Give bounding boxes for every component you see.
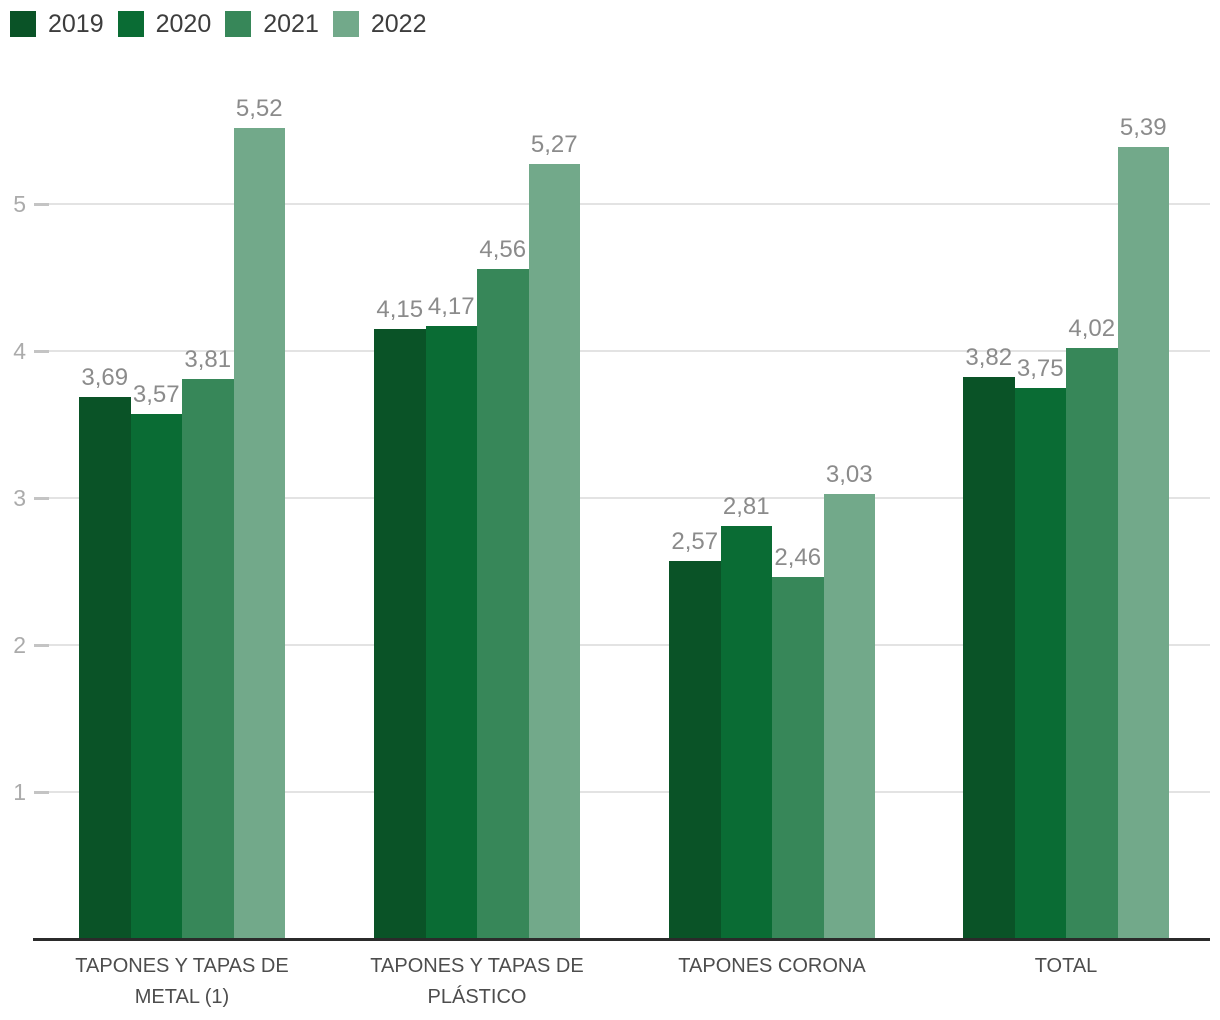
bar-value-label: 5,27 — [530, 131, 578, 159]
bar-value-label: 4,15 — [376, 295, 424, 323]
bar-2021 — [477, 268, 529, 939]
gridline — [34, 203, 1210, 205]
bar-value-label: 3,03 — [825, 460, 873, 488]
y-axis-label: 3 — [13, 485, 26, 511]
category-label-line: TAPONES CORONA — [678, 955, 866, 977]
chart-legend: 2019 2020 2021 2022 — [10, 11, 441, 37]
bar-2022 — [233, 127, 285, 939]
category-label-line: TAPONES Y TAPAS DE — [75, 955, 289, 977]
bar-value-label: 5,52 — [235, 94, 283, 122]
bar-2021 — [1066, 348, 1118, 939]
legend-label: 2021 — [263, 10, 319, 38]
bar-value-label: 5,39 — [1119, 113, 1167, 141]
y-axis-label: 5 — [13, 191, 26, 217]
category-label: TAPONES CORONA — [622, 951, 922, 982]
bar-value-label: 3,69 — [81, 363, 129, 391]
legend-label: 2019 — [48, 10, 104, 38]
y-axis-label: 1 — [13, 779, 26, 805]
y-axis-label: 4 — [13, 338, 26, 364]
category-label: TAPONES Y TAPAS DE METAL (1) — [32, 951, 332, 1013]
y-axis-tick — [34, 497, 49, 500]
bar-2019 — [374, 328, 426, 939]
x-axis-line — [33, 938, 1210, 941]
gridline — [34, 350, 1210, 352]
category-label-line: TOTAL — [1034, 955, 1098, 977]
bar-value-label: 4,17 — [427, 293, 475, 320]
y-axis-tick — [34, 203, 49, 206]
bar-2020 — [425, 326, 477, 939]
bar-2020 — [720, 525, 772, 939]
bar-2022 — [528, 164, 580, 939]
category-label-line: PLÁSTICO — [427, 986, 527, 1008]
legend-color-swatch-2022 — [332, 11, 359, 37]
bar-2019 — [79, 396, 131, 939]
bar-2020 — [130, 414, 182, 939]
legend-label: 2022 — [370, 10, 427, 38]
category-label-line: TAPONES Y TAPAS DE — [370, 955, 584, 977]
y-axis-label: 2 — [13, 632, 26, 658]
category-label: TOTAL — [916, 951, 1216, 982]
legend-item-2022: 2022 — [332, 10, 427, 38]
bar-value-label: 3,75 — [1016, 354, 1064, 382]
bar-value-label: 2,57 — [671, 528, 719, 556]
gridline — [34, 644, 1210, 646]
gridline — [34, 791, 1210, 793]
category-label: TAPONES Y TAPAS DE PLÁSTICO — [327, 951, 627, 1013]
bar-2021 — [772, 577, 824, 939]
legend-color-swatch-2019 — [10, 11, 36, 37]
gridline — [34, 497, 1210, 499]
bar-value-label: 4,02 — [1068, 315, 1116, 343]
bar-2022 — [823, 493, 875, 939]
bar-value-label: 2,81 — [722, 492, 770, 520]
bar-2021 — [182, 378, 234, 939]
legend-item-2021: 2021 — [225, 11, 319, 37]
bar-2019 — [669, 561, 721, 939]
bar-value-label: 3,81 — [184, 345, 232, 373]
bar-value-label: 3,82 — [965, 344, 1013, 372]
legend-label: 2020 — [155, 10, 212, 38]
y-axis-tick — [34, 350, 49, 353]
legend-color-swatch-2021 — [225, 11, 252, 37]
bar-2020 — [1014, 387, 1066, 939]
category-label-line: METAL (1) — [134, 986, 230, 1008]
bar-2019 — [963, 377, 1015, 939]
y-axis-tick — [34, 791, 49, 794]
bar-value-label: 4,56 — [479, 235, 527, 263]
legend-item-2019: 2019 — [10, 11, 104, 37]
bar-value-label: 2,46 — [774, 544, 822, 572]
y-axis-tick — [34, 644, 49, 647]
legend-item-2020: 2020 — [117, 10, 212, 38]
bar-2022 — [1117, 146, 1169, 939]
legend-color-swatch-2020 — [117, 11, 144, 37]
bar-value-label: 3,57 — [132, 381, 180, 409]
